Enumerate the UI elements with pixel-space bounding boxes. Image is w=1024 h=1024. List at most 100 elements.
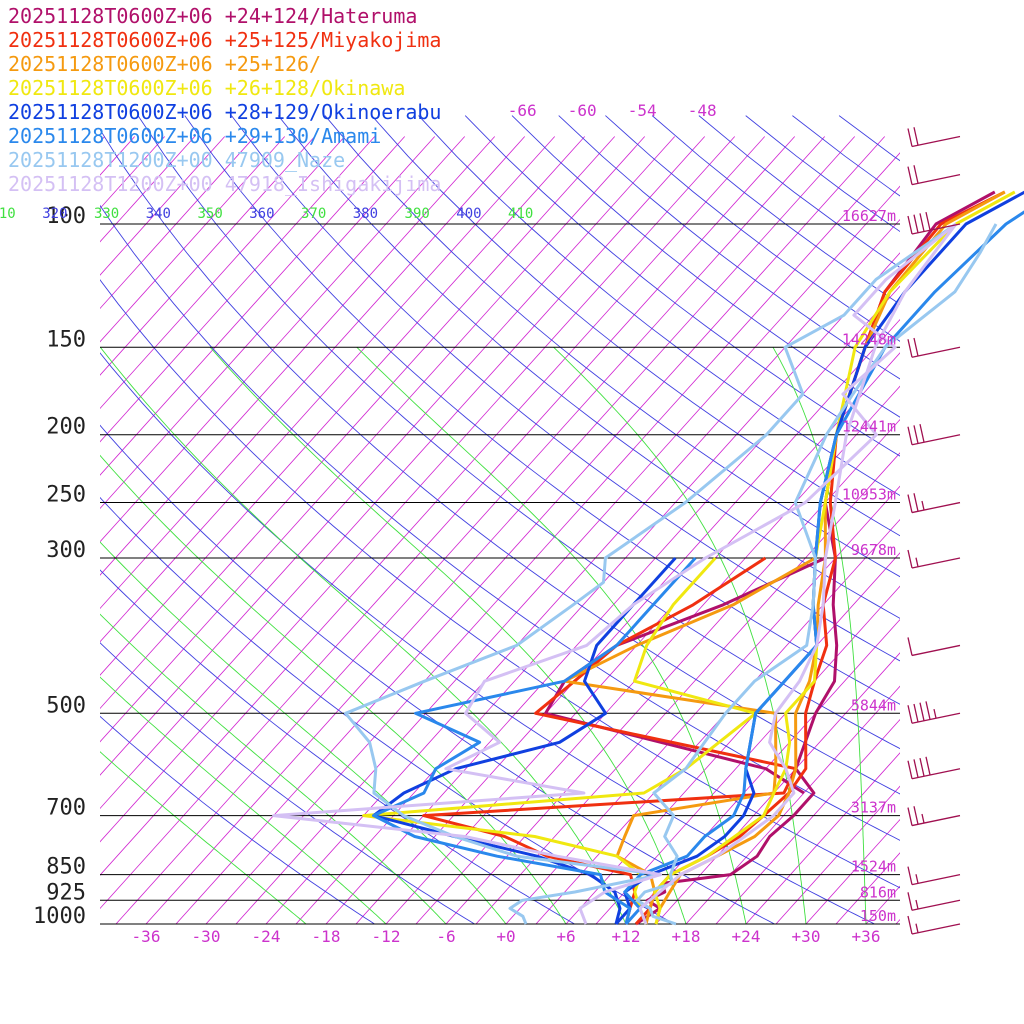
- isotherm-line: [505, 485, 900, 924]
- wind-barb-flag: [925, 211, 931, 231]
- isobar-grid: [100, 223, 900, 925]
- wind-barb-shaft: [911, 501, 961, 514]
- height-label: 14248m: [842, 330, 896, 348]
- dry-adiabat-line: [371, 115, 900, 537]
- isotherm-line: [655, 652, 900, 924]
- dewpoint-line: [372, 556, 697, 925]
- wind-barb-flag: [913, 806, 919, 825]
- temperature-line: [638, 223, 958, 925]
- theta-label: 380: [353, 206, 378, 222]
- isotherm-top-label: -54: [628, 101, 657, 120]
- pressure-label: 850: [46, 855, 86, 880]
- isotherm-line: [0, 137, 15, 924]
- wind-barb: [907, 866, 961, 886]
- wind-barb-flag: [907, 215, 913, 235]
- temperature-tick-label: +0: [496, 927, 515, 946]
- isotherm-line: [100, 136, 646, 743]
- dry-adiabat-line: [184, 115, 900, 705]
- wind-barb-flag: [907, 166, 913, 185]
- isotherm-line: [100, 136, 676, 776]
- isotherm-line: [145, 136, 856, 924]
- wind-barb-flag: [913, 425, 919, 444]
- pressure-label: 150: [46, 327, 86, 352]
- wind-barb-half: [921, 813, 925, 824]
- theta-label: 320: [42, 206, 67, 222]
- isotherm-top-label: -60: [568, 101, 597, 120]
- wind-barb-flag: [907, 637, 913, 656]
- wind-barb-shaft: [911, 814, 961, 827]
- moist-adiabat-line: [553, 346, 807, 924]
- wind-barb: [907, 756, 961, 780]
- isotherm-line: [100, 136, 466, 543]
- dewpoint-line: [272, 222, 957, 925]
- wind-barb-shaft: [911, 557, 961, 569]
- temperature-tick-label: +24: [732, 927, 761, 946]
- wind-barb-flag: [907, 494, 913, 513]
- wind-barb-flag: [913, 127, 919, 146]
- isotherm-line: [235, 185, 900, 924]
- theta-label: 360: [249, 206, 274, 222]
- dry-adiabat-line: [277, 115, 900, 619]
- isotherm-line: [100, 136, 226, 276]
- legend-entry: 20251128T0600Z+06 +28+129/Okinoerabu: [8, 100, 442, 124]
- pressure-label: 500: [46, 693, 86, 718]
- wind-barb-half: [915, 557, 919, 567]
- dry-adiabat-line: [231, 115, 900, 662]
- temperature-tick-label: -30: [192, 927, 221, 946]
- dry-adiabat-line: [137, 115, 900, 750]
- isotherm-line: [100, 136, 286, 343]
- wind-barb-flag: [907, 426, 913, 445]
- wind-barb-shaft: [911, 768, 961, 780]
- wind-barb: [907, 493, 961, 514]
- wind-barb-flag: [907, 915, 913, 935]
- legend-entry: 20251128T0600Z+06 +25+125/Miyakojima: [8, 28, 442, 52]
- wind-barb-flag: [907, 128, 913, 147]
- isotherm-line: [100, 136, 796, 910]
- isotherm-line: [100, 136, 766, 876]
- wind-barb-half: [933, 708, 937, 719]
- isotherm-line: [100, 136, 376, 443]
- legend-entry: 20251128T1200Z+00 47909_Naze: [8, 148, 346, 172]
- wind-barb: [907, 701, 961, 724]
- wind-barb-flag: [907, 339, 913, 358]
- wind-barb-shaft: [911, 135, 961, 148]
- isotherm-line: [385, 352, 900, 924]
- wind-barb-half: [915, 874, 919, 884]
- wind-barb-flag: [925, 701, 931, 720]
- dry-adiabat-line: [100, 569, 575, 924]
- isotherm-line: [265, 218, 900, 924]
- wind-barb-flag: [907, 705, 913, 724]
- wind-barb-half: [915, 923, 919, 933]
- isotherm-line: [325, 285, 900, 924]
- isotherm-line: [956, 137, 1024, 924]
- isotherm-line: [355, 318, 900, 924]
- wind-barb: [907, 915, 961, 935]
- isotherm-line: [100, 136, 316, 376]
- wind-barb-half: [921, 500, 925, 511]
- height-label: 9678m: [851, 541, 896, 559]
- wind-barb: [907, 165, 961, 186]
- temperature-line: [635, 223, 998, 926]
- temperature-tick-label: +12: [612, 927, 641, 946]
- theta-label: 310: [0, 206, 16, 222]
- wind-barb-flag: [913, 493, 919, 512]
- isotherm-top-label: -48: [688, 101, 717, 120]
- wind-barb-flag: [913, 703, 919, 723]
- moist-adiabat-line: [100, 454, 567, 924]
- theta-label: 410: [508, 206, 533, 222]
- height-label: 1524m: [851, 858, 896, 876]
- isotherm-line: [775, 785, 900, 924]
- pressure-label: 100: [46, 204, 86, 229]
- axis-labels: 100 16627m 150 14248m 200 12441m 250 10953m 300 9…: [0, 101, 896, 946]
- legend: 20251128T0600Z+06 +24+124/Hateruma 20251…: [8, 4, 441, 196]
- wind-barb-flag: [913, 337, 919, 357]
- wind-barb-flag: [913, 214, 919, 233]
- wind-barb: [907, 549, 961, 569]
- moist-adiabat-line: [356, 346, 747, 924]
- dry-adiabat-line: [100, 496, 675, 924]
- moist-adiabat-line: [100, 676, 387, 924]
- isotherm-line: [715, 718, 900, 924]
- isotherm-line: [100, 136, 586, 676]
- wind-barb-shaft: [911, 173, 961, 186]
